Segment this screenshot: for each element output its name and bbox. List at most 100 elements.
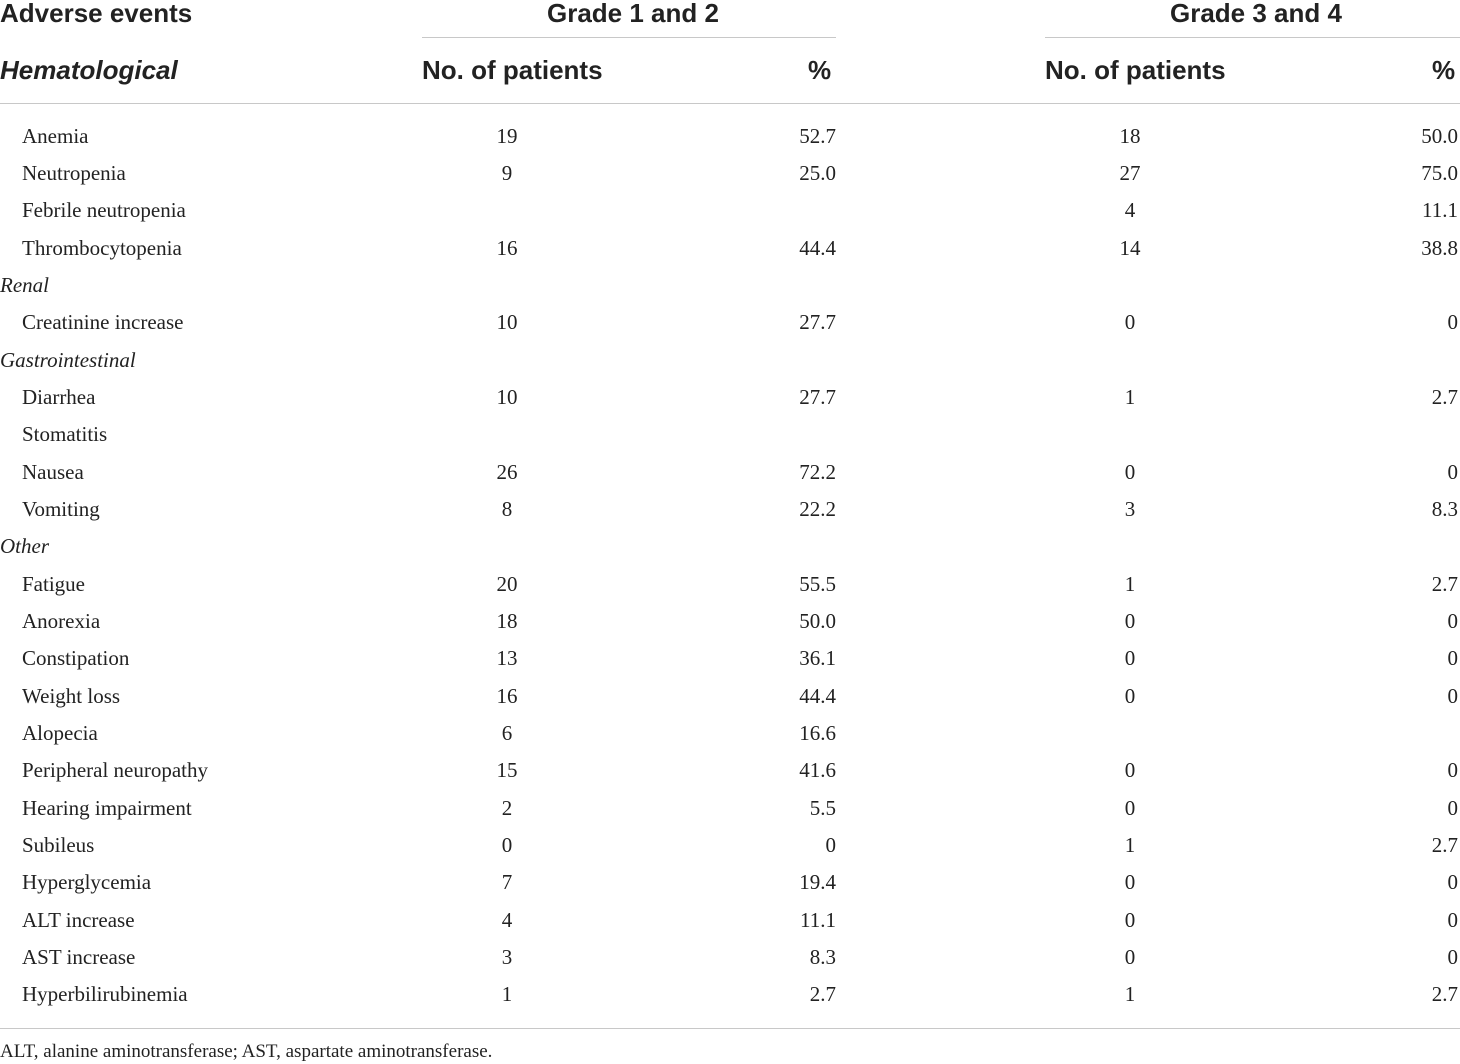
section-row-other: Other bbox=[0, 528, 1460, 565]
g12-percent: 72.2 bbox=[799, 460, 836, 484]
g34-percent: 0 bbox=[1447, 646, 1459, 670]
row-label: Hearing impairment bbox=[22, 796, 192, 820]
g12-count: 4 bbox=[501, 908, 513, 932]
row-label: Weight loss bbox=[22, 684, 121, 708]
row-label: Fatigue bbox=[22, 572, 85, 596]
row-label: Peripheral neuropathy bbox=[22, 758, 209, 782]
section-label: Other bbox=[0, 534, 49, 558]
g12-count: 10 bbox=[496, 310, 518, 334]
g34-percent: 8.3 bbox=[1431, 497, 1458, 521]
g34-percent: 11.1 bbox=[1422, 198, 1458, 222]
g34-count: 3 bbox=[1124, 497, 1136, 521]
table-row: Neutropenia 9 25.0 27 75.0 bbox=[0, 155, 1460, 192]
g34-count: 1 bbox=[1124, 982, 1136, 1006]
g12-percent: 55.5 bbox=[799, 572, 836, 596]
header-grade-3-4: Grade 3 and 4 bbox=[1170, 0, 1342, 28]
g34-count: 0 bbox=[1124, 684, 1136, 708]
g12-percent: 27.7 bbox=[799, 310, 836, 334]
header-grade-1-2: Grade 1 and 2 bbox=[547, 0, 719, 28]
row-label: Anorexia bbox=[22, 609, 101, 633]
g12-count: 1 bbox=[501, 982, 513, 1006]
g12-count: 9 bbox=[501, 161, 513, 185]
table-row: Hyperbilirubinemia 1 2.7 1 2.7 bbox=[0, 976, 1460, 1013]
row-label: Subileus bbox=[22, 833, 95, 857]
table-row: Hyperglycemia 7 19.4 0 0 bbox=[0, 864, 1460, 901]
g12-percent: 25.0 bbox=[799, 161, 836, 185]
section-label: Renal bbox=[0, 273, 49, 297]
g12-percent: 5.5 bbox=[809, 796, 836, 820]
table-row: Fatigue 20 55.5 1 2.7 bbox=[0, 566, 1460, 603]
row-label: Creatinine increase bbox=[22, 310, 184, 334]
g12-count: 6 bbox=[501, 721, 513, 745]
header-bottom-rule bbox=[0, 103, 1460, 104]
g34-percent: 38.8 bbox=[1421, 236, 1458, 260]
table-row: Weight loss 16 44.4 0 0 bbox=[0, 678, 1460, 715]
table-row: Anemia 19 52.7 18 50.0 bbox=[0, 118, 1460, 155]
row-label: Alopecia bbox=[22, 721, 98, 745]
table-row: AST increase 3 8.3 0 0 bbox=[0, 939, 1460, 976]
row-label: Vomiting bbox=[22, 497, 100, 521]
g12-count: 7 bbox=[501, 870, 513, 894]
table-row: Diarrhea 10 27.7 1 2.7 bbox=[0, 379, 1460, 416]
g34-count: 18 bbox=[1119, 124, 1141, 148]
g34-count: 0 bbox=[1124, 870, 1136, 894]
g34-percent: 0 bbox=[1447, 684, 1459, 708]
g12-percent: 44.4 bbox=[799, 684, 836, 708]
row-label: Diarrhea bbox=[22, 385, 96, 409]
g12-count: 8 bbox=[501, 497, 513, 521]
table-row: Subileus 0 0 1 2.7 bbox=[0, 827, 1460, 864]
g34-count: 0 bbox=[1124, 945, 1136, 969]
table-row: Hearing impairment 2 5.5 0 0 bbox=[0, 790, 1460, 827]
g34-count: 0 bbox=[1124, 646, 1136, 670]
g34-percent: 50.0 bbox=[1421, 124, 1458, 148]
g34-percent: 0 bbox=[1447, 758, 1459, 782]
header-adverse-events: Adverse events bbox=[0, 0, 193, 28]
table-row: Anorexia 18 50.0 0 0 bbox=[0, 603, 1460, 640]
g34-percent: 0 bbox=[1447, 908, 1459, 932]
g12-count: 20 bbox=[496, 572, 518, 596]
header-pct-g34: % bbox=[1432, 55, 1456, 85]
table-row: Febrile neutropenia 4 11.1 bbox=[0, 192, 1460, 229]
section-row-renal: Renal bbox=[0, 267, 1460, 304]
table-row: Peripheral neuropathy 15 41.6 0 0 bbox=[0, 752, 1460, 789]
g34-count: 0 bbox=[1124, 460, 1136, 484]
row-label: Hyperbilirubinemia bbox=[22, 982, 188, 1006]
g12-count: 3 bbox=[501, 945, 513, 969]
row-label: Thrombocytopenia bbox=[22, 236, 182, 260]
row-label: Febrile neutropenia bbox=[22, 198, 186, 222]
g34-percent: 2.7 bbox=[1431, 833, 1458, 857]
table-row: Vomiting 8 22.2 3 8.3 bbox=[0, 491, 1460, 528]
table-row: Nausea 26 72.2 0 0 bbox=[0, 454, 1460, 491]
table-row: Thrombocytopenia 16 44.4 14 38.8 bbox=[0, 230, 1460, 267]
g34-count: 4 bbox=[1124, 198, 1136, 222]
g34-percent: 0 bbox=[1447, 609, 1459, 633]
g12-percent: 27.7 bbox=[799, 385, 836, 409]
g34-count: 0 bbox=[1124, 796, 1136, 820]
g34-percent: 0 bbox=[1447, 945, 1459, 969]
g12-percent: 16.6 bbox=[799, 721, 836, 745]
g34-count: 0 bbox=[1124, 310, 1136, 334]
section-hematological: Hematological bbox=[0, 55, 178, 85]
section-row-gastrointestinal: Gastrointestinal bbox=[0, 342, 1460, 379]
row-label: AST increase bbox=[22, 945, 136, 969]
g34-count: 1 bbox=[1124, 572, 1136, 596]
g12-count: 16 bbox=[496, 684, 518, 708]
header-no-patients-g12: No. of patients bbox=[422, 55, 603, 85]
g12-percent: 19.4 bbox=[799, 870, 836, 894]
g12-count: 0 bbox=[501, 833, 513, 857]
g12-percent: 22.2 bbox=[799, 497, 836, 521]
g34-count: 0 bbox=[1124, 609, 1136, 633]
g34-percent: 0 bbox=[1447, 460, 1459, 484]
g34-percent: 75.0 bbox=[1421, 161, 1458, 185]
row-label: ALT increase bbox=[22, 908, 135, 932]
table-row: Constipation 13 36.1 0 0 bbox=[0, 640, 1460, 677]
g12-percent: 36.1 bbox=[799, 646, 836, 670]
section-label: Gastrointestinal bbox=[0, 348, 136, 372]
grade-3-4-underline bbox=[1045, 37, 1460, 38]
g12-count: 16 bbox=[496, 236, 518, 260]
table-bottom-rule bbox=[0, 1028, 1460, 1029]
table-footnote: ALT, alanine aminotransferase; AST, aspa… bbox=[0, 1041, 493, 1062]
g12-count: 10 bbox=[496, 385, 518, 409]
header-no-patients-g34: No. of patients bbox=[1045, 55, 1226, 85]
g34-percent: 2.7 bbox=[1431, 385, 1458, 409]
